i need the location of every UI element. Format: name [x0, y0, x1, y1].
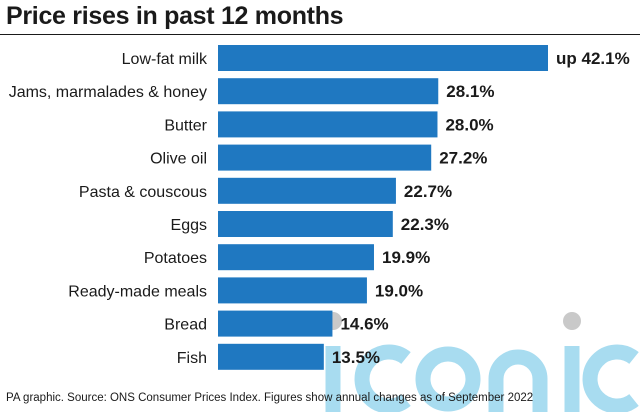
value-label: 19.9%: [382, 248, 430, 267]
value-label: up 42.1%: [556, 49, 630, 68]
bar: [218, 144, 432, 171]
category-label: Bread: [164, 317, 207, 334]
value-label: 22.7%: [404, 182, 452, 201]
category-label: Fish: [177, 350, 207, 367]
category-label: Eggs: [171, 217, 207, 234]
bar: [218, 244, 374, 271]
category-label: Low-fat milk: [122, 51, 208, 68]
value-label: 14.6%: [340, 315, 388, 334]
value-label: 28.0%: [445, 115, 493, 134]
chart-title: Price rises in past 12 months: [6, 2, 344, 30]
bar: [218, 343, 324, 370]
bar: [218, 211, 393, 237]
category-label: Potatoes: [144, 250, 207, 267]
value-label: 27.2%: [439, 149, 487, 168]
bar: [218, 310, 333, 337]
bar-chart: Low-fat milk up 42.1% Jams, marmalades & h…: [9, 45, 630, 370]
category-label: Butter: [164, 117, 207, 134]
bar: [218, 111, 438, 138]
category-label: Pasta & couscous: [79, 184, 207, 201]
title-rule: [0, 34, 640, 35]
value-label: 13.5%: [332, 348, 380, 367]
value-label: 22.3%: [401, 215, 449, 234]
value-label: 28.1%: [446, 82, 494, 101]
bar: [218, 277, 367, 304]
value-label: 19.0%: [375, 281, 423, 300]
category-label: Jams, marmalades & honey: [9, 84, 207, 101]
category-label: Ready-made meals: [68, 283, 207, 300]
bar: [218, 177, 396, 204]
source-note: PA graphic. Source: ONS Consumer Prices …: [6, 392, 534, 404]
bar: [218, 78, 439, 105]
category-label: Olive oil: [150, 151, 207, 168]
bar: [218, 45, 548, 71]
